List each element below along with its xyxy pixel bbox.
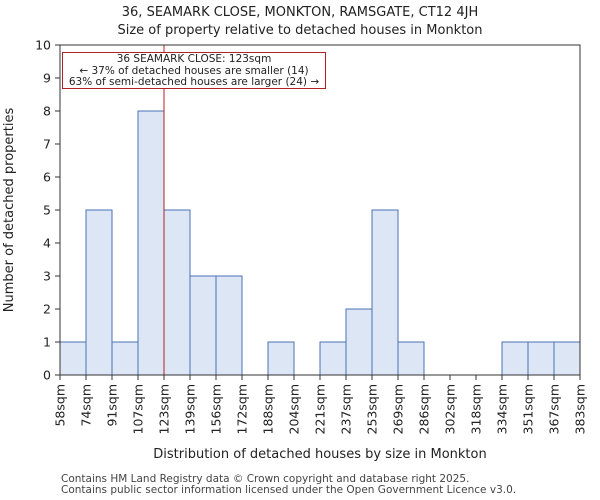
bar-91sqm bbox=[111, 341, 139, 376]
x-tick-label: 367sqm bbox=[547, 384, 562, 434]
bar-188sqm bbox=[267, 341, 295, 376]
y-tick-label: 2 bbox=[43, 302, 51, 317]
annotation-line-2: ← 37% of detached houses are smaller (14… bbox=[79, 64, 309, 77]
x-tick-label: 139sqm bbox=[183, 384, 198, 434]
y-tick-label: 7 bbox=[43, 137, 51, 152]
y-tick-label: 4 bbox=[43, 236, 51, 251]
bar-269sqm bbox=[397, 341, 425, 376]
x-tick-label: 156sqm bbox=[209, 384, 224, 434]
x-tick-label: 221sqm bbox=[313, 384, 328, 434]
annotation-box: 36 SEAMARK CLOSE: 123sqm ← 37% of detach… bbox=[62, 52, 326, 89]
x-axis-ticks: 58sqm 74sqm 91sqm 107sqm 123sqm 139sqm 156sqm 1… bbox=[53, 375, 588, 434]
x-tick-label: 318sqm bbox=[469, 384, 484, 434]
x-tick-label: 172sqm bbox=[235, 384, 250, 434]
plot-frame bbox=[59, 44, 581, 376]
footer-line-1: Contains HM Land Registry data © Crown c… bbox=[61, 473, 470, 485]
bar-123sqm bbox=[163, 209, 191, 376]
y-axis-ticks: 0 1 2 3 4 5 6 7 8 9 10 bbox=[35, 38, 60, 383]
x-tick-label: 74sqm bbox=[79, 384, 94, 427]
y-tick-label: 9 bbox=[43, 71, 51, 86]
chart-title: 36, SEAMARK CLOSE, MONKTON, RAMSGATE, CT… bbox=[122, 5, 478, 20]
y-tick-label: 5 bbox=[43, 203, 51, 218]
x-tick-label: 237sqm bbox=[339, 384, 354, 434]
bar-334sqm bbox=[501, 341, 529, 376]
x-tick-label: 302sqm bbox=[443, 384, 458, 434]
y-tick-label: 10 bbox=[35, 38, 51, 53]
annotation-line-3: 63% of semi-detached houses are larger (… bbox=[68, 76, 320, 88]
y-tick-label: 0 bbox=[43, 368, 51, 383]
bar-351sqm bbox=[527, 341, 555, 376]
y-axis-title: Number of detached properties bbox=[2, 108, 17, 313]
bar-139sqm bbox=[189, 275, 217, 376]
y-tick-label: 6 bbox=[43, 170, 51, 185]
bar-74sqm bbox=[85, 209, 113, 376]
bar-221sqm bbox=[319, 341, 347, 376]
x-tick-label: 58sqm bbox=[53, 384, 68, 427]
bar-58sqm bbox=[59, 341, 87, 376]
x-tick-label: 253sqm bbox=[365, 384, 380, 434]
x-tick-label: 91sqm bbox=[105, 384, 120, 427]
bar-107sqm bbox=[137, 110, 165, 376]
x-tick-label: 188sqm bbox=[261, 384, 276, 434]
y-tick-label: 8 bbox=[43, 104, 51, 119]
x-tick-label: 123sqm bbox=[157, 384, 172, 434]
x-tick-label: 351sqm bbox=[521, 384, 536, 434]
chart-subtitle: Size of property relative to detached ho… bbox=[117, 23, 482, 38]
annotation-line-1: 36 SEAMARK CLOSE: 123sqm bbox=[116, 53, 272, 65]
y-tick-label: 1 bbox=[43, 335, 51, 350]
bar-253sqm bbox=[371, 209, 399, 376]
bar-367sqm bbox=[553, 341, 581, 376]
bars-group bbox=[59, 110, 581, 376]
x-tick-label: 286sqm bbox=[417, 384, 432, 434]
x-tick-label: 204sqm bbox=[287, 384, 302, 434]
bar-156sqm bbox=[215, 275, 243, 376]
y-tick-label: 3 bbox=[43, 269, 51, 284]
x-tick-label: 107sqm bbox=[131, 384, 146, 434]
bar-237sqm bbox=[345, 308, 373, 376]
x-tick-label: 269sqm bbox=[391, 384, 406, 434]
x-tick-label: 383sqm bbox=[573, 384, 588, 434]
x-tick-label: 334sqm bbox=[495, 384, 510, 434]
x-axis-title: Distribution of detached houses by size … bbox=[153, 447, 486, 462]
footer-line-2: Contains public sector information licen… bbox=[61, 484, 517, 496]
